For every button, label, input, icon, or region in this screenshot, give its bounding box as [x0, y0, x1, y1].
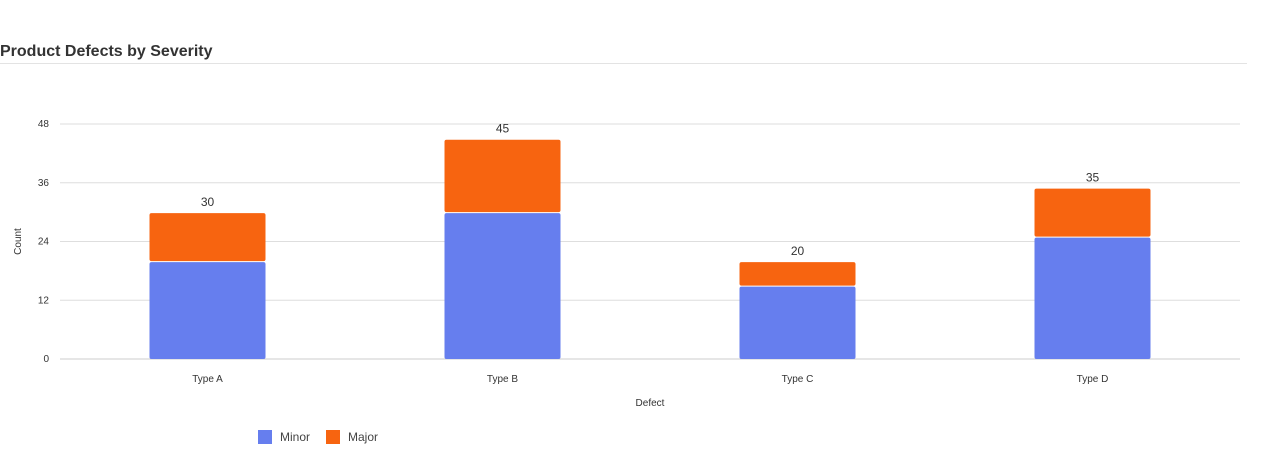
x-axis-title: Defect — [636, 398, 665, 409]
bar-major-type-b[interactable] — [444, 139, 561, 213]
legend-item-minor[interactable]: Minor — [258, 430, 310, 444]
total-label: 35 — [1086, 171, 1100, 185]
x-tick-label: Type A — [192, 374, 223, 385]
legend-swatch-minor — [258, 430, 272, 444]
y-tick-label: 0 — [43, 354, 49, 365]
bar-minor-type-a[interactable] — [149, 262, 266, 359]
chart-title: Product Defects by Severity — [0, 43, 213, 60]
x-tick-label: Type D — [1077, 374, 1109, 385]
legend-swatch-major — [326, 430, 341, 444]
bar-major-type-d[interactable] — [1034, 188, 1151, 237]
title-divider — [0, 63, 1247, 64]
bar-minor-type-d[interactable] — [1034, 237, 1151, 359]
bar-major-type-c[interactable] — [739, 262, 856, 286]
labels: 0 12 24 36 48 30 Type A 45 Type B 20 Type C 35 Type … — [38, 119, 1108, 385]
bar-minor-type-b[interactable] — [444, 213, 561, 359]
x-tick-label: Type B — [487, 374, 518, 385]
bar-major-type-a[interactable] — [149, 213, 266, 262]
legend-label-minor: Minor — [280, 430, 311, 444]
legend-item-major[interactable]: Major — [326, 430, 378, 444]
bar-minor-type-c[interactable] — [739, 286, 856, 359]
total-label: 45 — [496, 122, 510, 136]
legend: Minor Major — [258, 430, 394, 444]
y-axis-title: Count — [13, 228, 24, 255]
bars — [149, 139, 1151, 359]
legend-label-major: Major — [348, 430, 379, 444]
y-tick-label: 48 — [38, 119, 50, 130]
y-tick-label: 24 — [38, 237, 50, 248]
total-label: 20 — [791, 244, 805, 258]
x-tick-label: Type C — [782, 374, 814, 385]
y-tick-label: 12 — [38, 295, 50, 306]
total-label: 30 — [201, 195, 215, 209]
y-tick-label: 36 — [38, 178, 50, 189]
